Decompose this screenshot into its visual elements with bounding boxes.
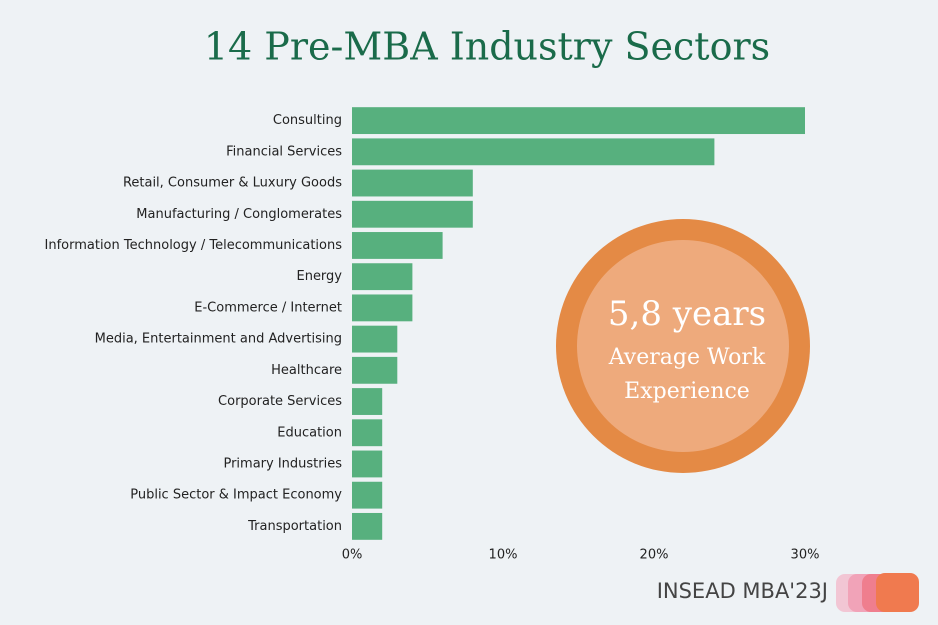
y-tick-label: Corporate Services — [218, 394, 342, 409]
y-tick-label: Media, Entertainment and Advertising — [95, 332, 342, 347]
x-tick-label: 10% — [489, 548, 518, 563]
y-tick-label: Manufacturing / Conglomerates — [136, 207, 342, 222]
y-tick-label: Healthcare — [271, 363, 342, 378]
bar — [352, 419, 383, 447]
chart-title: 14 Pre-MBA Industry Sectors — [204, 25, 770, 69]
y-tick-label: Retail, Consumer & Luxury Goods — [123, 176, 342, 191]
x-tick-label: 0% — [342, 548, 363, 563]
logo-square — [876, 573, 919, 612]
logo — [836, 573, 919, 612]
bar — [352, 356, 398, 384]
bar — [352, 263, 413, 291]
y-tick-label: Education — [277, 425, 342, 440]
bar — [352, 388, 383, 415]
x-tick-label: 20% — [640, 548, 669, 563]
bar — [352, 107, 805, 135]
y-tick-label: E-Commerce / Internet — [194, 300, 342, 315]
bar — [352, 232, 443, 259]
y-tick-label: Consulting — [273, 113, 342, 128]
bar — [352, 200, 473, 228]
bar — [352, 138, 715, 166]
bar — [352, 169, 473, 197]
y-tick-label: Public Sector & Impact Economy — [130, 488, 342, 503]
annotation-line: Experience — [624, 379, 750, 404]
bar — [352, 512, 383, 540]
bar — [352, 325, 398, 353]
x-tick-label: 30% — [791, 548, 820, 563]
annotation-headline: 5,8 years — [608, 294, 766, 334]
y-tick-label: Information Technology / Telecommunicati… — [45, 238, 343, 253]
y-tick-label: Energy — [296, 269, 342, 284]
y-tick-label: Financial Services — [226, 144, 342, 159]
bar — [352, 481, 383, 509]
footer: INSEAD MBA'23J — [657, 579, 828, 603]
y-tick-label: Primary Industries — [223, 456, 342, 471]
annotation-disc — [577, 240, 789, 452]
bar — [352, 450, 383, 478]
y-tick-label: Transportation — [247, 519, 342, 534]
annotation-line: Average Work — [608, 345, 766, 370]
bar — [352, 294, 413, 322]
